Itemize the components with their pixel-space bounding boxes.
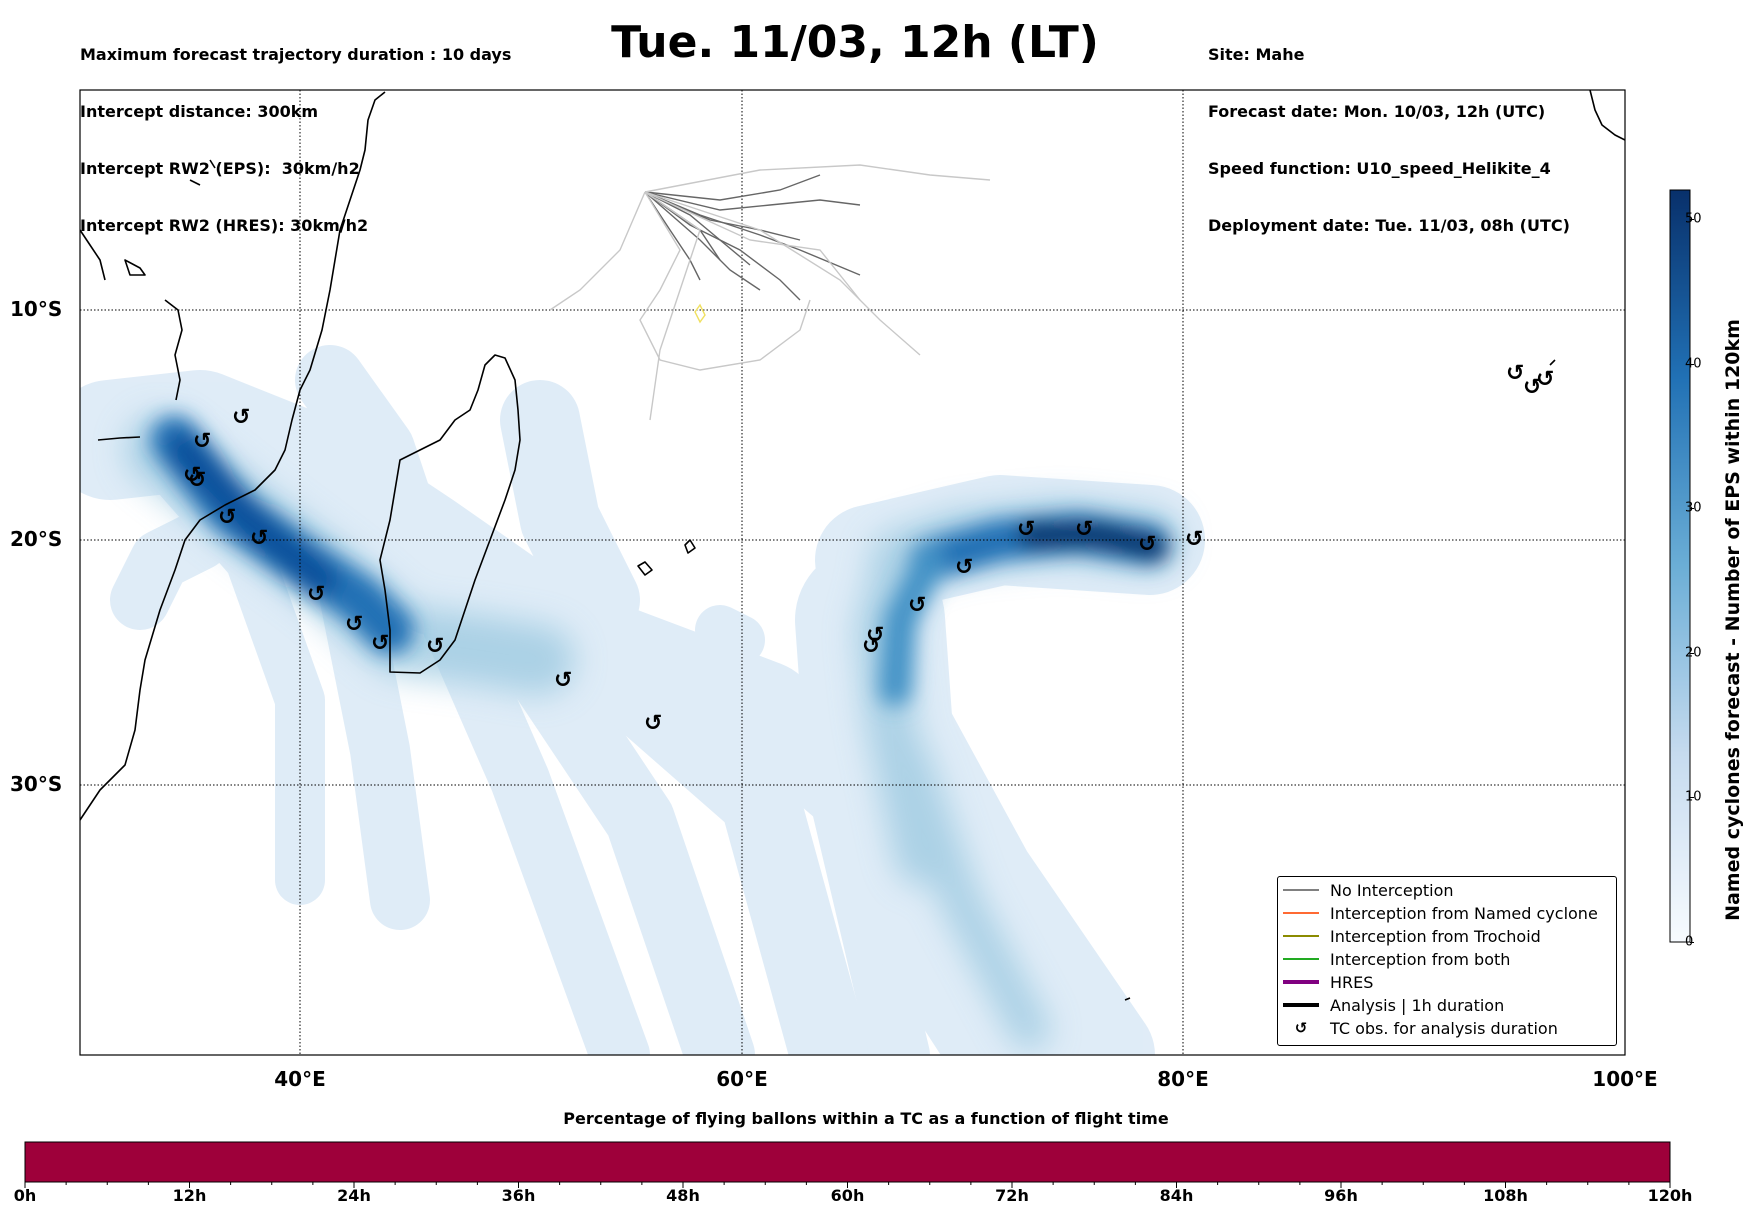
cyclone-icon: ↺ (426, 634, 445, 659)
cyclone-icon: ↺ (1017, 517, 1036, 542)
param-intercept-eps: Intercept RW2 (EPS): 30km/h2 (80, 159, 360, 178)
map-area (80, 90, 1625, 1055)
cyclone-icon: ↺ (1138, 532, 1157, 557)
legend-label: TC obs. for analysis duration (1330, 1018, 1558, 1038)
legend-item-trochoid: Interception from Trochoid (1278, 925, 1541, 947)
cyclone-icon: ↺ (1523, 375, 1542, 400)
colorbar-tick-mark (1690, 363, 1694, 365)
legend-label: Interception from both (1330, 949, 1511, 969)
flight-bar-tick-label: 108h (1483, 1186, 1528, 1205)
site-info: Site: Mahe Forecast date: Mon. 10/03, 12… (1208, 7, 1570, 254)
cyclone-icon: ↺ (554, 668, 573, 693)
flight-bar-tick-label: 96h (1324, 1186, 1358, 1205)
colorbar-gradient (1669, 189, 1691, 943)
cyclone-icon: ↺ (644, 711, 663, 736)
legend-swatch (1283, 1003, 1319, 1007)
map-legend: No Interception Interception from Named … (1277, 876, 1617, 1046)
cyclone-icon: ↺ (218, 505, 237, 530)
cyclone-icon: ↺ (193, 429, 212, 454)
legend-item-tc-obs: ↺ TC obs. for analysis duration (1278, 1017, 1558, 1039)
cyclone-icon: ↺ (908, 593, 927, 618)
speed-function: Speed function: U10_speed_Helikite_4 (1208, 159, 1551, 178)
colorbar-tick-label: 0 (1685, 934, 1694, 950)
cyclone-icon: ↺ (188, 468, 207, 493)
lon-label-100e: 100°E (1592, 1067, 1658, 1091)
legend-label: No Interception (1330, 880, 1454, 900)
legend-label: HRES (1330, 972, 1374, 992)
legend-swatch (1283, 912, 1319, 914)
coastlines (80, 90, 1625, 1001)
cyclone-icon: ↺ (955, 555, 974, 580)
cyclone-icon: ↺ (345, 612, 364, 637)
colorbar-tick-mark (1690, 218, 1694, 220)
flight-bar-tick-label: 12h (172, 1186, 207, 1205)
cyclone-icon: ↺ (307, 582, 326, 607)
legend-item-analysis: Analysis | 1h duration (1278, 994, 1504, 1016)
param-intercept-hres: Intercept RW2 (HRES): 30km/h2 (80, 216, 369, 235)
forecast-date: Forecast date: Mon. 10/03, 12h (UTC) (1208, 102, 1546, 121)
flight-bar-tick-label: 24h (337, 1186, 371, 1205)
flight-bar-tick-label: 36h (501, 1186, 536, 1205)
cyclone-icon: ↺ (1075, 517, 1094, 542)
cyclone-icon: ↺ (250, 526, 269, 551)
cyclone-icon: ↺ (1185, 527, 1204, 552)
lon-label-80e: 80°E (1157, 1067, 1209, 1091)
flight-bar-tick-label: 0h (13, 1186, 37, 1205)
flight-bar-tick-label: 72h (995, 1186, 1029, 1205)
legend-swatch (1283, 980, 1319, 984)
cyclone-icon: ↺ (1536, 367, 1555, 392)
legend-item-hres: HRES (1278, 971, 1373, 993)
cyclone-icon: ↺ (183, 463, 202, 488)
cyclone-icon: ↺ (1294, 1019, 1308, 1037)
colorbar-tick-mark (1690, 508, 1694, 510)
deployment-date: Deployment date: Tue. 11/03, 08h (UTC) (1208, 216, 1570, 235)
lon-label-40e: 40°E (274, 1067, 326, 1091)
cyclone-icon: ↺ (371, 631, 390, 656)
flight-bar-tick-label: 120h (1647, 1186, 1693, 1205)
colorbar-title: Named cyclones forecast - Number of EPS … (1722, 319, 1744, 921)
colorbar-tick-mark (1690, 652, 1694, 654)
ensemble-trajectories (549, 164, 991, 421)
legend-swatch (1283, 889, 1319, 891)
flight-bar-tick-label: 60h (830, 1186, 865, 1205)
lat-label-20s: 20°S (10, 527, 63, 551)
colorbar-tick-mark (1690, 797, 1694, 799)
lon-label-60e: 60°E (716, 1067, 768, 1091)
map-frame (79, 89, 1626, 1056)
cyclone-icon: ↺ (862, 634, 881, 659)
lat-label-30s: 30°S (10, 772, 63, 796)
flight-bar-tick-label: 84h (1159, 1186, 1194, 1205)
legend-label: Interception from Named cyclone (1330, 903, 1598, 923)
flight-time-bar (24, 1141, 1671, 1183)
param-intercept-distance: Intercept distance: 300km (80, 102, 319, 121)
forecast-parameters: Maximum forecast trajectory duration : 1… (80, 7, 511, 254)
lat-label-10s: 10°S (10, 297, 63, 321)
flight-bar-minor-ticks (24, 1182, 1671, 1188)
legend-item-both: Interception from both (1278, 948, 1510, 970)
legend-swatch (1283, 958, 1319, 960)
legend-item-no-interception: No Interception (1278, 879, 1454, 901)
flight-bar-title: Percentage of flying ballons within a TC… (563, 1109, 1169, 1128)
cyclone-icon: ↺ (1506, 361, 1525, 386)
site-name: Site: Mahe (1208, 45, 1305, 64)
legend-label: Analysis | 1h duration (1330, 995, 1505, 1015)
cyclone-icon: ↺ (232, 405, 251, 430)
cyclone-icon: ↺ (866, 623, 885, 648)
legend-swatch (1283, 935, 1319, 937)
flight-bar-tick-label: 48h (666, 1186, 700, 1205)
legend-item-named-cyclone: Interception from Named cyclone (1278, 902, 1598, 924)
param-duration: Maximum forecast trajectory duration : 1… (80, 45, 512, 64)
colorbar-tick-mark (1690, 942, 1694, 943)
page-title: Tue. 11/03, 12h (LT) (611, 17, 1099, 68)
legend-label: Interception from Trochoid (1330, 926, 1541, 946)
